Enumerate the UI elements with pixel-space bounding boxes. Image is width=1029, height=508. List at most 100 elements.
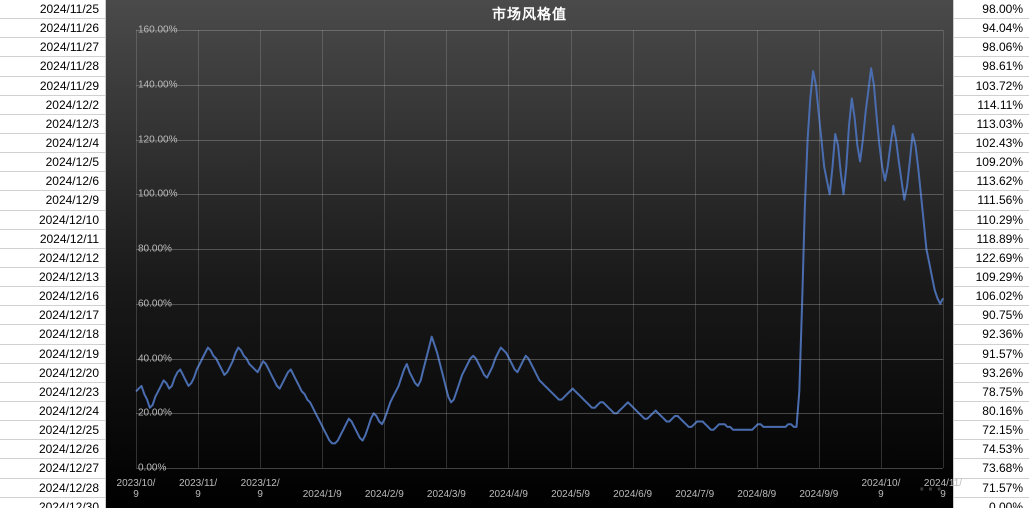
value-cell: 72.15% [954,421,1029,440]
gridline-v [446,30,447,468]
gridline-h [136,413,943,414]
chart-area: 市场风格值 0.00%20.00%40.00%60.00%80.00%100.0… [106,0,953,508]
x-tick-label: 2024/11/ 9 [924,478,962,500]
date-cell: 2024/12/4 [0,134,105,153]
date-cell: 2024/12/27 [0,459,105,478]
gridline-v [943,30,944,468]
value-cell: 114.11% [954,96,1029,115]
gridline-v [198,30,199,468]
date-cell: 2024/12/18 [0,325,105,344]
x-tick-label: 2024/2/9 [365,489,404,500]
gridline-h [136,30,943,31]
date-cell: 2024/12/10 [0,211,105,230]
date-cell: 2024/12/23 [0,383,105,402]
gridline-v [322,30,323,468]
date-cell: 2024/11/29 [0,77,105,96]
x-tick-label: 2024/9/9 [799,489,838,500]
value-cell: 0.00% [954,498,1029,508]
x-tick-label: 2024/8/9 [737,489,776,500]
x-tick-label: 2024/1/9 [303,489,342,500]
x-tick-label: 2023/11/ 9 [179,478,217,500]
value-cell: 90.75% [954,306,1029,325]
gridline-v [571,30,572,468]
value-cell: 109.29% [954,268,1029,287]
date-cell: 2024/11/26 [0,19,105,38]
x-tick-label: 2024/3/9 [427,489,466,500]
date-cell: 2024/11/25 [0,0,105,19]
gridline-v [881,30,882,468]
gridline-v [633,30,634,468]
date-cell: 2024/12/2 [0,96,105,115]
gridline-v [136,30,137,468]
value-cell: 118.89% [954,230,1029,249]
value-cell: 122.69% [954,249,1029,268]
y-tick-label: 20.00% [138,408,172,419]
gridline-v [260,30,261,468]
gridline-h [136,194,943,195]
date-cell: 2024/12/24 [0,402,105,421]
y-tick-label: 40.00% [138,353,172,364]
x-tick-label: 2023/10/ 9 [117,478,156,500]
value-cell: 80.16% [954,402,1029,421]
y-tick-label: 120.00% [138,134,177,145]
value-cell: 109.20% [954,153,1029,172]
date-cell: 2024/12/11 [0,230,105,249]
date-cell: 2024/12/6 [0,172,105,191]
date-cell: 2024/12/25 [0,421,105,440]
date-cell: 2024/12/26 [0,440,105,459]
date-cell: 2024/12/16 [0,287,105,306]
value-cell: 111.56% [954,191,1029,210]
gridline-h [136,249,943,250]
x-tick-label: 2024/4/9 [489,489,528,500]
date-cell: 2024/12/5 [0,153,105,172]
gridline-h [136,304,943,305]
gridline-h [136,359,943,360]
value-column: 98.00%94.04%98.06%98.61%103.72%114.11%11… [953,0,1029,508]
x-tick-label: 2023/12/ 9 [241,478,280,500]
value-cell: 98.06% [954,38,1029,57]
value-cell: 93.26% [954,364,1029,383]
value-cell: 103.72% [954,77,1029,96]
x-tick-label: 2024/10/ 9 [861,478,900,500]
gridline-v [508,30,509,468]
date-cell: 2024/12/9 [0,191,105,210]
date-cell: 2024/12/30 [0,498,105,508]
value-cell: 74.53% [954,440,1029,459]
y-tick-label: 80.00% [138,244,172,255]
value-cell: 110.29% [954,211,1029,230]
y-tick-label: 160.00% [138,25,177,36]
gridline-h [136,85,943,86]
chart-line [136,68,943,443]
gridline-v [757,30,758,468]
date-cell: 2024/11/27 [0,38,105,57]
y-tick-label: 0.00% [138,463,166,474]
value-cell: 92.36% [954,325,1029,344]
date-cell: 2024/12/28 [0,479,105,498]
chart-plot: 0.00%20.00%40.00%60.00%80.00%100.00%120.… [136,30,943,468]
value-cell: 106.02% [954,287,1029,306]
y-tick-label: 140.00% [138,79,177,90]
date-cell: 2024/12/12 [0,249,105,268]
chart-title: 市场风格值 [106,4,953,24]
value-cell: 98.61% [954,57,1029,76]
gridline-h [136,140,943,141]
date-cell: 2024/12/19 [0,345,105,364]
x-tick-label: 2024/5/9 [551,489,590,500]
value-cell: 98.00% [954,0,1029,19]
value-cell: 102.43% [954,134,1029,153]
value-cell: 71.57% [954,479,1029,498]
value-cell: 113.62% [954,172,1029,191]
value-cell: 91.57% [954,345,1029,364]
date-column: 2024/11/252024/11/262024/11/272024/11/28… [0,0,106,508]
gridline-v [695,30,696,468]
date-cell: 2024/12/20 [0,364,105,383]
date-cell: 2024/12/13 [0,268,105,287]
date-cell: 2024/12/17 [0,306,105,325]
y-tick-label: 100.00% [138,189,177,200]
gridline-v [384,30,385,468]
root: 2024/11/252024/11/262024/11/272024/11/28… [0,0,1029,508]
date-cell: 2024/12/3 [0,115,105,134]
date-cell: 2024/11/28 [0,57,105,76]
x-tick-label: 2024/6/9 [613,489,652,500]
gridline-v [819,30,820,468]
